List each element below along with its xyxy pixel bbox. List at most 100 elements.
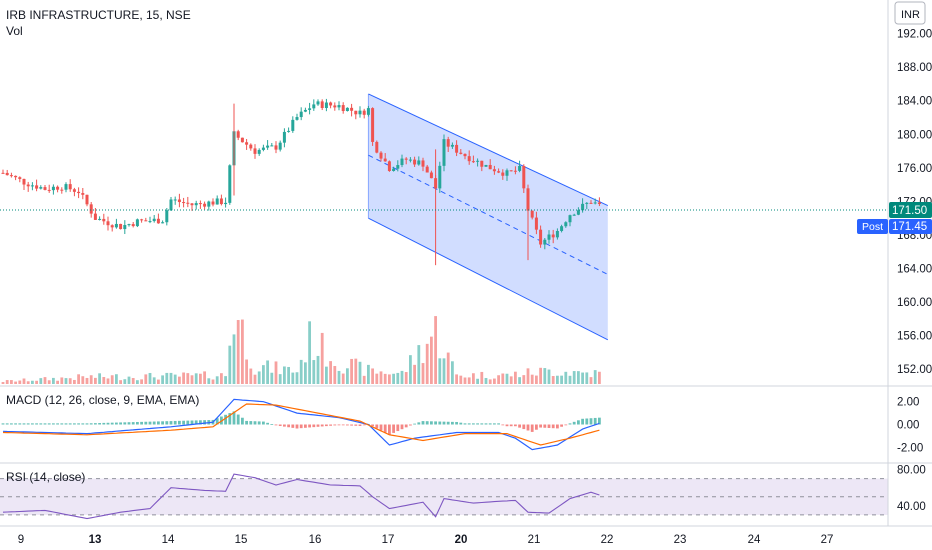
volume-bar	[35, 380, 38, 384]
candle-body	[156, 218, 160, 224]
candle-body	[396, 165, 400, 169]
channel-upper-line	[368, 93, 609, 207]
volume-bar	[354, 358, 358, 384]
candle-body	[98, 218, 102, 220]
volume-bar	[64, 378, 68, 384]
candle-body	[14, 175, 18, 178]
time-tick-label: 17	[382, 534, 395, 546]
volume-bar	[379, 371, 383, 384]
volume-bar	[329, 361, 332, 384]
volume-bar	[539, 367, 542, 384]
macd-histogram-bar	[161, 421, 164, 425]
time-tick-label: 22	[601, 534, 614, 546]
macd-histogram-bar	[182, 420, 185, 425]
volume-bar	[459, 375, 463, 384]
candle-body	[337, 105, 341, 108]
time-tick-label: 20	[455, 534, 468, 546]
volume-bar	[304, 362, 307, 384]
macd-histogram-bar	[396, 424, 400, 432]
candle-body	[316, 101, 320, 105]
candle-body	[182, 202, 186, 204]
macd-histogram-bar	[455, 421, 458, 425]
candle-body	[329, 102, 333, 106]
candle-body	[144, 220, 148, 222]
volume-bar	[325, 366, 328, 384]
candle-body	[375, 141, 379, 153]
volume-bar	[52, 377, 55, 384]
post-price-label: 171.45	[892, 221, 927, 233]
time-tick-label: 23	[674, 534, 687, 546]
volume-bar	[26, 381, 30, 384]
volume-bar	[249, 368, 253, 384]
candle-body	[203, 203, 207, 207]
macd-histogram-bar	[1, 423, 5, 425]
candle-body	[9, 175, 13, 177]
macd-histogram-bar	[131, 422, 135, 425]
candle-body	[442, 139, 446, 166]
volume-bar	[564, 371, 568, 384]
time-tick-label: 21	[528, 534, 541, 546]
macd-histogram-bar	[560, 424, 563, 427]
currency-box[interactable]	[894, 1, 926, 25]
volume-bar	[451, 361, 454, 384]
macd-histogram-bar	[400, 424, 404, 430]
volume-bar	[320, 332, 324, 384]
candle-body	[228, 165, 232, 203]
candle-body	[488, 164, 492, 170]
volume-bar	[257, 371, 261, 384]
volume-bar	[417, 345, 421, 384]
volume-label[interactable]: Vol	[6, 24, 23, 38]
macd-histogram-bar	[459, 422, 463, 425]
macd-histogram-bar	[266, 422, 269, 425]
candle-body	[106, 221, 110, 226]
candle-body	[509, 170, 513, 172]
symbol-title[interactable]: IRB INFRASTRUCTURE, 15, NSE	[6, 8, 191, 22]
volume-bar	[312, 360, 316, 384]
macd-histogram-bar	[320, 424, 324, 427]
macd-histogram-bar	[446, 421, 450, 425]
macd-histogram-bar	[572, 421, 576, 425]
volume-bar	[31, 380, 34, 384]
macd-histogram-bar	[278, 424, 282, 426]
time-tick-label: 27	[821, 534, 834, 546]
macd-histogram-bar	[199, 420, 202, 425]
macd-histogram-bar	[501, 424, 505, 426]
candle-body	[56, 186, 60, 190]
macd-histogram-bar	[362, 424, 366, 426]
macd-tick-label: -2.00	[897, 442, 923, 454]
candle-body	[421, 160, 425, 167]
volume-bar	[81, 376, 85, 384]
macd-histogram-bar	[375, 424, 379, 429]
macd-histogram-bar	[577, 420, 580, 425]
macd-histogram-bar	[81, 423, 85, 425]
candle-body	[60, 189, 64, 191]
candle-body	[30, 185, 34, 187]
volume-bar	[535, 375, 538, 384]
macd-histogram-bar	[589, 418, 593, 425]
rsi-title[interactable]: RSI (14, close)	[6, 470, 85, 484]
time-tick-label: 13	[89, 534, 102, 546]
macd-title[interactable]: MACD (12, 26, close, 9, EMA, EMA)	[6, 393, 199, 407]
candle-body	[534, 217, 538, 230]
price-tick-label: 156.00	[897, 331, 932, 343]
macd-histogram-bar	[522, 424, 526, 430]
macd-histogram-bar	[358, 424, 362, 426]
volume-bar	[341, 373, 345, 384]
volume-bar	[404, 372, 408, 384]
candle-body	[492, 169, 496, 172]
candle-body	[127, 224, 131, 226]
candle-body	[110, 225, 114, 228]
macd-histogram-bar	[73, 423, 76, 425]
macd-histogram-bar	[245, 420, 248, 425]
volume-bar	[123, 379, 127, 384]
volume-bar	[446, 352, 450, 384]
macd-histogram-bar	[22, 423, 26, 425]
macd-histogram-bar	[14, 423, 17, 425]
volume-bar	[358, 361, 362, 384]
macd-histogram-bar	[556, 424, 559, 429]
macd-tick-label: 2.00	[897, 397, 919, 409]
candle-body	[51, 186, 55, 191]
volume-bar	[207, 378, 211, 384]
time-axis[interactable]: 9 13 14 15 16 17 20 21 22 23 24 27	[18, 534, 834, 546]
